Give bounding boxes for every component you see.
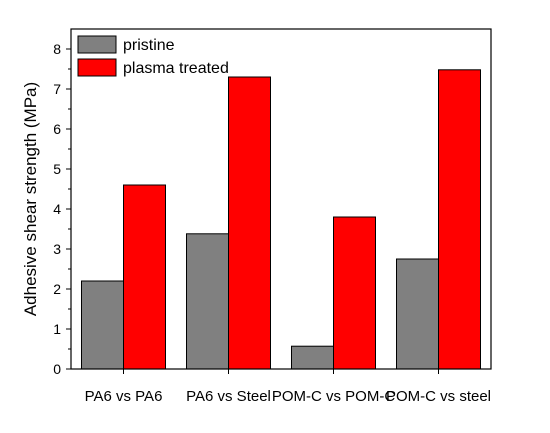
y-tick-label: 3 bbox=[53, 241, 61, 257]
bar-plasma-treated-1 bbox=[123, 184, 166, 370]
bar-pristine-4 bbox=[396, 258, 439, 370]
bar-plasma-treated-2 bbox=[228, 76, 271, 370]
x-tick-label: PA6 vs Steel bbox=[186, 388, 271, 405]
legend-swatch-pristine bbox=[77, 35, 117, 54]
bar-pristine-1 bbox=[81, 280, 124, 370]
plot-frame bbox=[70, 28, 492, 370]
y-tick-label: 8 bbox=[53, 41, 61, 57]
y-tick-label: 7 bbox=[53, 81, 61, 97]
legend-label-pristine: pristine bbox=[123, 37, 175, 54]
y-tick-label: 1 bbox=[53, 321, 61, 337]
y-tick-label: 0 bbox=[53, 361, 61, 377]
x-tick-label: POM-C vs POM-C bbox=[272, 388, 395, 405]
legend: pristine plasma treated bbox=[77, 35, 229, 77]
bar-plasma-treated-3 bbox=[333, 216, 376, 370]
x-tick-label: POM-C vs steel bbox=[386, 388, 491, 405]
y-tick-label: 5 bbox=[53, 161, 61, 177]
legend-label-plasma-treated: plasma treated bbox=[123, 60, 229, 77]
x-tick-label: PA6 vs PA6 bbox=[85, 388, 163, 405]
y-axis-label: Adhesive shear strength (MPa) bbox=[21, 82, 40, 316]
y-tick-label: 6 bbox=[53, 121, 61, 137]
bar-plasma-treated-4 bbox=[438, 69, 481, 370]
bar-pristine-3 bbox=[291, 345, 334, 370]
y-axis: 0 1 2 3 4 5 6 7 8 bbox=[53, 41, 71, 377]
bars-layer bbox=[81, 69, 481, 370]
legend-swatch-plasma-treated bbox=[77, 58, 117, 77]
x-axis: PA6 vs PA6 PA6 vs Steel POM-C vs POM-CPOM-… bbox=[85, 369, 491, 405]
y-tick-label: 2 bbox=[53, 281, 61, 297]
y-tick-label: 4 bbox=[53, 201, 61, 217]
bar-pristine-2 bbox=[186, 233, 229, 370]
